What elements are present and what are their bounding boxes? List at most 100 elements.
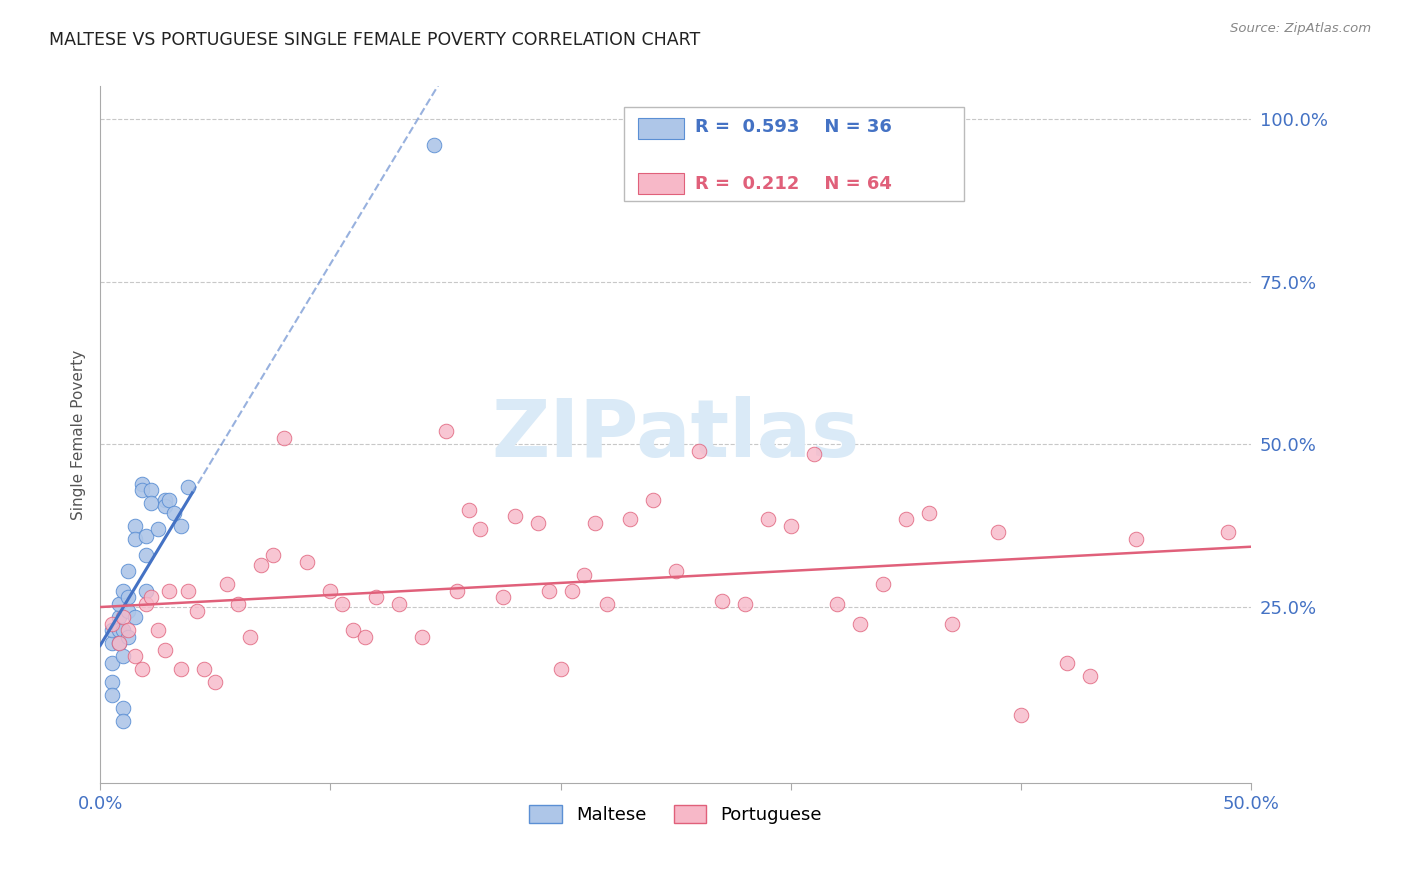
Point <box>107 610 129 624</box>
Point <box>107 597 129 611</box>
Point <box>423 138 446 153</box>
Point <box>503 509 526 524</box>
Point <box>117 623 139 637</box>
Point <box>157 584 180 599</box>
Point <box>641 492 664 507</box>
Point <box>131 483 153 497</box>
Point <box>100 616 122 631</box>
Point <box>100 675 122 690</box>
Point <box>780 519 803 533</box>
Point <box>250 558 273 572</box>
Point <box>572 567 595 582</box>
Point <box>117 591 139 605</box>
Point <box>825 597 848 611</box>
Point <box>124 532 146 546</box>
Point <box>1056 656 1078 670</box>
Point <box>124 649 146 664</box>
Point <box>112 584 135 599</box>
Text: MALTESE VS PORTUGUESE SINGLE FEMALE POVERTY CORRELATION CHART: MALTESE VS PORTUGUESE SINGLE FEMALE POVE… <box>49 31 700 49</box>
Point <box>153 500 176 514</box>
Point <box>468 522 491 536</box>
Point <box>176 584 198 599</box>
Point <box>135 548 157 562</box>
Point <box>330 597 353 611</box>
Point <box>139 483 162 497</box>
Point <box>526 516 548 530</box>
Point <box>135 597 157 611</box>
Text: R =  0.212    N = 64: R = 0.212 N = 64 <box>696 175 893 193</box>
Point <box>146 522 169 536</box>
Point <box>124 519 146 533</box>
Point <box>918 506 941 520</box>
Point <box>239 630 262 644</box>
Point <box>112 610 135 624</box>
Point <box>710 593 733 607</box>
Point <box>107 636 129 650</box>
Point <box>135 528 157 542</box>
Point <box>492 591 515 605</box>
Point <box>124 610 146 624</box>
Point <box>139 591 162 605</box>
Point <box>756 512 779 526</box>
Point <box>107 623 129 637</box>
Point <box>117 565 139 579</box>
Point <box>446 584 468 599</box>
Point <box>112 649 135 664</box>
Point <box>163 506 186 520</box>
Point <box>100 636 122 650</box>
Point <box>411 630 433 644</box>
Bar <box>638 173 683 194</box>
Text: Source: ZipAtlas.com: Source: ZipAtlas.com <box>1230 22 1371 36</box>
Point <box>100 688 122 702</box>
Point <box>153 642 176 657</box>
Point <box>1218 525 1240 540</box>
Point <box>262 548 284 562</box>
Point <box>157 492 180 507</box>
Point <box>595 597 617 611</box>
Point <box>112 701 135 715</box>
Point <box>1125 532 1147 546</box>
Point <box>131 476 153 491</box>
Point <box>176 480 198 494</box>
Point <box>457 502 479 516</box>
Point <box>366 591 388 605</box>
Point <box>388 597 411 611</box>
Text: ZIPatlas: ZIPatlas <box>492 396 860 474</box>
Point <box>561 584 583 599</box>
Point <box>112 714 135 729</box>
Point <box>872 577 894 591</box>
Text: R =  0.593    N = 36: R = 0.593 N = 36 <box>696 118 893 136</box>
Point <box>100 623 122 637</box>
Point <box>135 584 157 599</box>
Point <box>538 584 561 599</box>
Point <box>117 603 139 617</box>
Point <box>170 662 193 676</box>
Point <box>583 516 606 530</box>
Point <box>107 636 129 650</box>
FancyBboxPatch shape <box>624 107 963 202</box>
Point <box>112 623 135 637</box>
Point <box>226 597 249 611</box>
Point <box>619 512 641 526</box>
Point <box>117 630 139 644</box>
Point <box>434 425 457 439</box>
Point <box>193 662 215 676</box>
Point <box>354 630 377 644</box>
Point <box>734 597 756 611</box>
Point <box>204 675 226 690</box>
Point <box>1010 707 1032 722</box>
Point <box>215 577 238 591</box>
Point <box>342 623 364 637</box>
Point <box>100 656 122 670</box>
Y-axis label: Single Female Poverty: Single Female Poverty <box>72 350 86 520</box>
Point <box>131 662 153 676</box>
Point <box>139 496 162 510</box>
Point <box>894 512 917 526</box>
Bar <box>638 118 683 138</box>
Point <box>297 555 319 569</box>
Point <box>186 603 208 617</box>
Point <box>803 447 825 461</box>
Point <box>273 431 295 445</box>
Point <box>987 525 1010 540</box>
Point <box>941 616 963 631</box>
